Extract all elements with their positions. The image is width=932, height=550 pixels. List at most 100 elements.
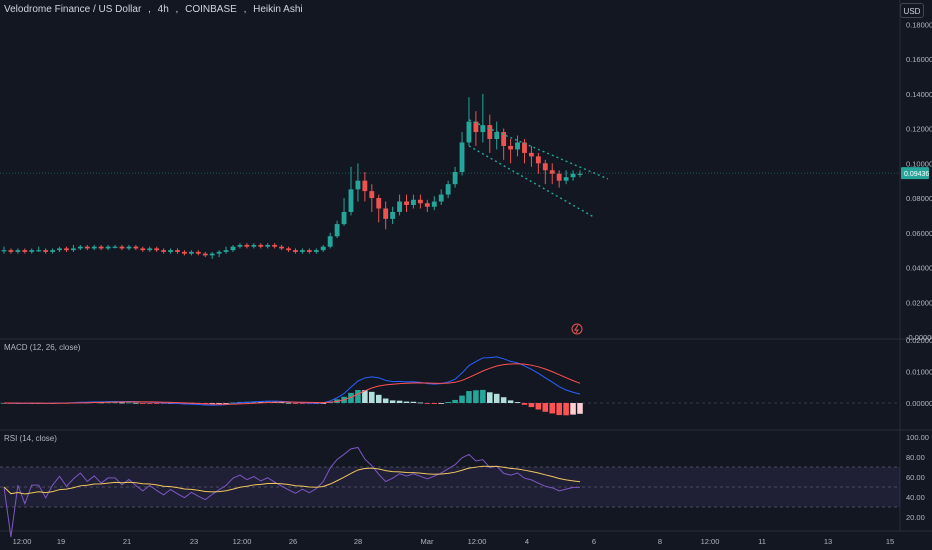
macd-histogram-bar <box>493 393 500 403</box>
macd-histogram-bar <box>480 389 486 403</box>
candle-body <box>320 246 326 251</box>
time-axis-tick: 15 <box>886 537 894 546</box>
candle-body <box>1 250 7 252</box>
candle-body <box>22 250 28 252</box>
candle-body <box>15 250 21 252</box>
candle-body <box>154 248 160 251</box>
candle-body <box>327 236 333 247</box>
candle-body <box>64 248 69 251</box>
candle-body <box>563 177 569 181</box>
candle-body <box>168 250 173 252</box>
candle-body <box>29 250 35 252</box>
candle-body <box>223 250 229 252</box>
macd-histogram-bar <box>514 402 521 403</box>
macd-histogram-bar <box>320 403 327 404</box>
chart-style-label: Heikin Ashi <box>253 4 303 15</box>
macd-histogram-bar <box>153 403 160 404</box>
candle-body <box>570 173 576 178</box>
candle-body <box>411 199 416 205</box>
candle-body <box>494 132 500 139</box>
candle-body <box>126 246 132 249</box>
macd-histogram-bar <box>348 392 354 403</box>
candle-body <box>161 250 167 252</box>
time-axis-tick: 12:00 <box>701 537 720 546</box>
candle-body <box>286 248 291 251</box>
macd-histogram-bar <box>285 402 292 404</box>
rsi-line <box>3 446 580 538</box>
macd-histogram-bar <box>459 395 465 403</box>
rsi-axis-tick: 40.00 <box>906 493 925 502</box>
macd-axis-tick: 0.00000 <box>906 399 932 408</box>
candle-body <box>77 246 83 249</box>
price-axis-tick: 0.16000 <box>906 55 932 64</box>
candle-body <box>480 125 486 133</box>
time-axis-tick: 13 <box>824 537 832 546</box>
rsi-ma-line <box>3 465 581 495</box>
candle-body <box>237 244 243 247</box>
macd-histogram-bar <box>119 402 125 404</box>
time-axis-tick: 11 <box>758 537 766 546</box>
time-axis-tick: 19 <box>57 537 65 546</box>
price-axis-tick: 0.04000 <box>906 264 932 273</box>
candle-body <box>299 250 305 252</box>
candle-body <box>306 250 312 252</box>
macd-histogram-bar <box>382 398 389 403</box>
candle-body <box>501 132 507 146</box>
candle-body <box>91 246 97 249</box>
macd-histogram-bar <box>223 403 229 404</box>
current-price-text: 0.09436 <box>904 171 929 178</box>
candle-body <box>182 251 187 254</box>
flash-icon <box>574 324 579 334</box>
candle-body <box>313 250 319 252</box>
symbol-name: Velodrome Finance / US Dollar <box>4 4 142 15</box>
candle-body <box>251 244 257 247</box>
macd-histogram-bar <box>577 403 583 414</box>
macd-histogram-bar <box>549 403 556 414</box>
price-axis-tick: 0.06000 <box>906 229 932 238</box>
candle-body <box>487 125 493 139</box>
candle-body <box>397 201 402 212</box>
macd-histogram-bar <box>417 402 424 404</box>
candle-body <box>341 211 347 225</box>
candle-body <box>508 145 514 150</box>
candle-body <box>376 198 382 209</box>
signal-line <box>3 363 581 405</box>
candle-body <box>279 246 285 249</box>
macd-histogram-bar <box>112 402 118 404</box>
macd-histogram-bar <box>521 403 528 405</box>
macd-histogram-bar <box>396 400 403 403</box>
macd-histogram-bar <box>230 402 236 404</box>
macd-axis-tick: 0.01000 <box>906 368 932 377</box>
candle-body <box>445 184 451 195</box>
macd-histogram-bar <box>507 400 514 403</box>
macd-histogram-bar <box>140 403 146 404</box>
macd-histogram-bar <box>292 403 299 404</box>
time-axis-tick: 28 <box>354 537 362 546</box>
candle-body <box>216 251 222 254</box>
price-axis-tick: 0.18000 <box>906 20 932 29</box>
macd-histogram-bar <box>146 403 153 404</box>
macd-histogram-bar <box>473 390 479 403</box>
macd-histogram-bar <box>362 390 368 403</box>
candle-body <box>556 173 562 181</box>
candle-body <box>348 189 354 212</box>
macd-line <box>3 356 581 406</box>
exchange-label: COINBASE <box>185 4 237 15</box>
time-axis-tick: 6 <box>592 537 596 546</box>
candle-body <box>140 248 146 251</box>
candle-body <box>36 250 42 252</box>
macd-histogram-bar <box>542 403 549 412</box>
candle-body <box>188 251 194 254</box>
candle-body <box>265 244 271 247</box>
candle-body <box>175 250 180 252</box>
macd-histogram-bar <box>438 403 444 404</box>
time-axis-tick: 26 <box>289 537 297 546</box>
candle-body <box>549 170 555 174</box>
macd-histogram-bar <box>216 403 222 404</box>
candle-body <box>43 250 49 252</box>
macd-histogram-bar <box>375 394 382 403</box>
candle-body <box>362 180 368 192</box>
candle-body <box>528 152 534 157</box>
macd-histogram-bar <box>389 400 396 403</box>
